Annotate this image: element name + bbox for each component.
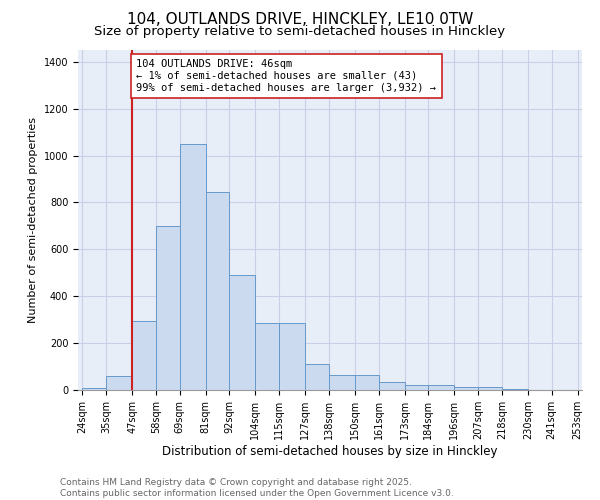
Bar (279, 323, 305, 390)
Bar (206, 192, 229, 390)
Bar (478, 387, 502, 390)
Bar (132, 321, 156, 390)
Bar (502, 389, 528, 390)
Text: Size of property relative to semi-detached houses in Hinckley: Size of property relative to semi-detach… (94, 25, 506, 38)
Bar (106, 376, 132, 390)
Bar (156, 226, 179, 390)
Bar (404, 386, 428, 390)
Bar (454, 387, 478, 390)
Bar (428, 386, 454, 390)
Bar (305, 364, 329, 390)
Text: 104 OUTLANDS DRIVE: 46sqm
← 1% of semi-detached houses are smaller (43)
99% of s: 104 OUTLANDS DRIVE: 46sqm ← 1% of semi-d… (136, 60, 436, 92)
Text: Contains HM Land Registry data © Crown copyright and database right 2025.
Contai: Contains HM Land Registry data © Crown c… (60, 478, 454, 498)
Bar (355, 375, 379, 390)
Bar (229, 275, 256, 390)
Text: 104, OUTLANDS DRIVE, HINCKLEY, LE10 0TW: 104, OUTLANDS DRIVE, HINCKLEY, LE10 0TW (127, 12, 473, 28)
Bar (256, 323, 279, 390)
X-axis label: Distribution of semi-detached houses by size in Hinckley: Distribution of semi-detached houses by … (162, 444, 498, 458)
Y-axis label: Number of semi-detached properties: Number of semi-detached properties (28, 117, 38, 323)
Bar (179, 144, 206, 390)
Bar (379, 382, 404, 390)
Bar (329, 375, 355, 390)
Bar (82, 388, 106, 390)
